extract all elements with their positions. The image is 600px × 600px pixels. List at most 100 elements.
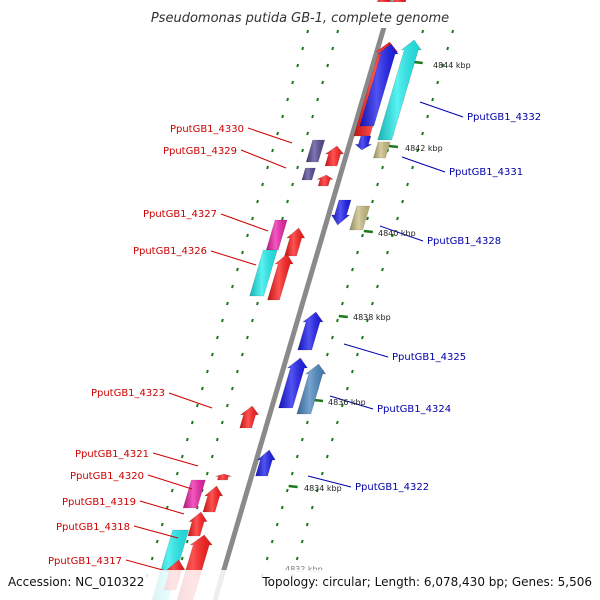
callout-line: [329, 395, 374, 410]
track-dot: [285, 488, 289, 493]
track-dot: [241, 352, 244, 357]
track-dot: [256, 199, 259, 204]
gene-label[interactable]: PputGB1_4319: [62, 497, 136, 508]
track-dot: [200, 386, 204, 391]
right-gene-labels: PputGB1_4332 PputGB1_4331 PputGB1_4328 P…: [355, 112, 541, 493]
tick-label-4840: 4840 kbp: [378, 229, 416, 238]
track-dot: [276, 131, 280, 136]
gene-shading: [267, 254, 294, 300]
track-dot: [331, 335, 334, 340]
callout-line: [401, 156, 446, 173]
gene-shading: [249, 250, 278, 296]
track-dot: [246, 335, 249, 340]
track-dot: [280, 505, 284, 510]
gene-label[interactable]: PputGB1_4327: [143, 209, 217, 220]
kbp-tick: [388, 144, 399, 149]
gene-label[interactable]: PputGB1_4321: [75, 449, 149, 460]
track-dot: [230, 386, 234, 391]
callout-line: [168, 392, 213, 409]
gene-shading: [187, 512, 208, 536]
track-dot: [160, 522, 164, 527]
gene-shading: [239, 406, 259, 428]
track-dot: [246, 233, 249, 238]
track-dot: [251, 216, 254, 221]
gene-label[interactable]: PputGB1_4325: [392, 352, 466, 363]
track-dot: [366, 318, 369, 323]
track-dot: [235, 369, 239, 374]
gene-shading: [278, 358, 308, 408]
track-dot: [180, 454, 184, 459]
tick-label-4836: 4836 kbp: [328, 398, 366, 407]
gene-label[interactable]: PputGB1_4318: [56, 522, 130, 533]
track-dot: [275, 522, 279, 527]
gene-label[interactable]: PputGB1_4317: [48, 556, 122, 567]
track-dot: [320, 471, 324, 476]
callout-line: [152, 452, 199, 467]
callout-line: [307, 475, 352, 488]
gene-label[interactable]: PputGB1_4328: [427, 236, 501, 247]
track-dot: [356, 250, 359, 255]
track-dot: [441, 63, 445, 68]
gene-shading: [331, 200, 351, 225]
track-dot: [216, 335, 219, 340]
track-dot: [321, 80, 325, 85]
gene-shading: [349, 206, 370, 230]
gene-shading: [355, 136, 372, 150]
track-dot: [185, 437, 189, 442]
track-dot: [336, 318, 339, 323]
track-dot: [281, 114, 285, 119]
gene-label[interactable]: PputGB1_4323: [91, 388, 165, 399]
track-dot: [406, 182, 409, 187]
track-dot: [340, 403, 344, 408]
gene-label[interactable]: PputGB1_4332: [467, 112, 541, 123]
callout-line: [133, 525, 179, 539]
track-dot: [361, 335, 364, 340]
gene-label[interactable]: PputGB1_4329: [163, 146, 237, 157]
callout-line: [240, 149, 287, 169]
track-dot: [286, 97, 290, 102]
track-dot: [301, 148, 305, 153]
track-dot: [371, 199, 374, 204]
tick-label-4842: 4842 kbp: [405, 144, 443, 153]
gene-shading: [255, 450, 276, 476]
gene-label[interactable]: PputGB1_4324: [377, 404, 451, 415]
track-dot: [421, 29, 425, 34]
track-dot: [180, 556, 184, 561]
track-dot: [436, 80, 440, 85]
track-dot: [296, 63, 300, 68]
gene-label[interactable]: PputGB1_4330: [170, 124, 244, 135]
track-dot: [306, 131, 310, 136]
track-dot: [221, 318, 224, 323]
tick-label-4834: 4834 kbp: [304, 484, 342, 493]
track-dot: [421, 131, 425, 136]
callout-line: [220, 213, 269, 232]
track-dot: [295, 556, 299, 561]
track-dot: [381, 165, 384, 170]
gene-label[interactable]: PputGB1_4326: [133, 246, 207, 257]
track-dot: [376, 284, 379, 289]
track-dot: [291, 182, 294, 187]
track-dot: [350, 369, 354, 374]
track-dot: [281, 216, 284, 221]
gene-label[interactable]: PputGB1_4320: [70, 471, 144, 482]
track-dot: [386, 250, 389, 255]
title-backdrop: [120, 2, 480, 28]
gene-label[interactable]: PputGB1_4322: [355, 482, 429, 493]
track-dot: [256, 301, 259, 306]
track-dot: [295, 454, 299, 459]
gene-callouts: [125, 101, 464, 573]
gene-shading: [284, 228, 305, 256]
gene-shading: [377, 40, 422, 140]
track-dot: [155, 539, 159, 544]
track-dot: [170, 488, 174, 493]
gene-label[interactable]: PputGB1_4331: [449, 167, 523, 178]
gene-features: [151, 0, 422, 600]
gene-shading: [297, 312, 324, 350]
track-dot: [270, 539, 274, 544]
track-dot: [236, 267, 239, 272]
track-dot: [300, 539, 304, 544]
accession-text: Accession: NC_010322: [8, 575, 144, 589]
track-dot: [351, 267, 354, 272]
gene-shading: [215, 474, 232, 480]
